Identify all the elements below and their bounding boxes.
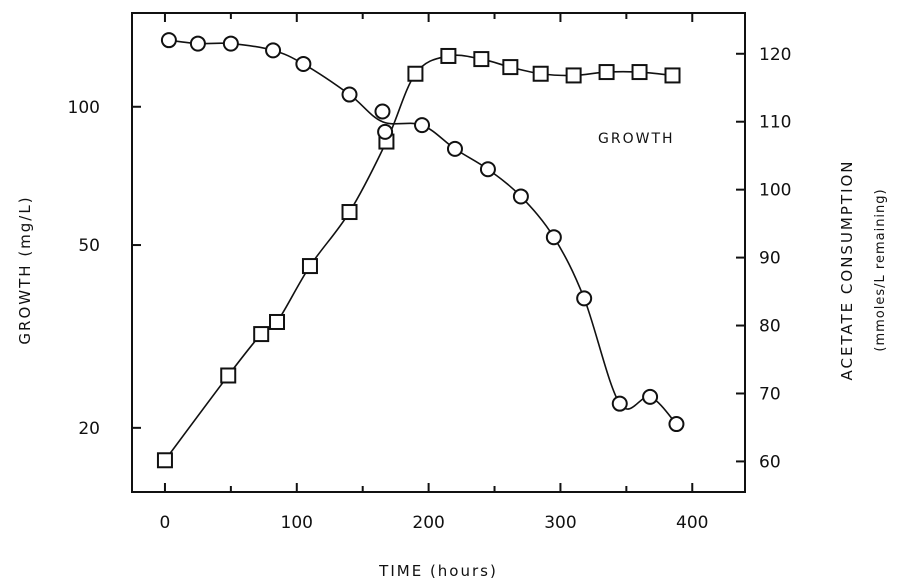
growth-curve	[164, 54, 673, 461]
acetate-point	[611, 395, 628, 412]
right-y-tick-label: 120	[759, 45, 791, 65]
acetate-point	[374, 103, 391, 120]
left-y-axis-title: GROWTH (mg/L)	[16, 195, 34, 344]
acetate-point	[377, 123, 394, 140]
x-tick-label: 400	[676, 513, 708, 533]
growth-point	[502, 59, 519, 76]
acetate-point	[512, 188, 529, 205]
x-tick-label: 300	[544, 513, 576, 533]
right-y-tick-label: 70	[759, 384, 781, 404]
acetate-point	[295, 55, 312, 72]
right-y-tick-label: 60	[759, 452, 781, 472]
acetate-point	[479, 161, 496, 178]
x-tick-label: 200	[412, 513, 444, 533]
right-y-tick-label: 100	[759, 181, 791, 201]
acetate-point	[222, 35, 239, 52]
growth-point	[473, 51, 490, 68]
right-y-axis-title: ACETATE CONSUMPTION	[838, 159, 856, 380]
growth-point	[269, 313, 286, 330]
acetate-point	[414, 117, 431, 134]
acetate-point	[265, 42, 282, 59]
x-tick-label: 0	[160, 513, 171, 533]
acetate-point	[189, 35, 206, 52]
growth-point	[407, 65, 424, 82]
acetate-point	[341, 86, 358, 103]
right-y-tick-label: 90	[759, 249, 781, 269]
growth-point	[631, 64, 648, 81]
acetate-curve	[168, 39, 678, 425]
acetate-point	[668, 416, 685, 433]
acetate-point	[642, 388, 659, 405]
growth-point	[220, 367, 237, 384]
growth-point	[156, 452, 173, 469]
left-y-tick-label: 100	[68, 98, 100, 118]
left-y-tick-label: 50	[78, 236, 100, 256]
left-y-tick-label: 20	[78, 419, 100, 439]
acetate-point	[545, 229, 562, 246]
x-tick-label: 100	[281, 513, 313, 533]
growth-point	[253, 326, 270, 343]
x-axis-title: TIME (hours)	[378, 562, 498, 580]
growth-point	[301, 258, 318, 275]
growth-point	[565, 67, 582, 84]
plot-frame	[131, 12, 746, 493]
growth-annotation: GROWTH	[598, 131, 675, 147]
growth-point	[598, 64, 615, 81]
growth-point	[440, 47, 457, 64]
growth-point	[664, 67, 681, 84]
acetate-point	[160, 32, 177, 49]
acetate-point	[576, 290, 593, 307]
acetate-point	[446, 140, 463, 157]
right-y-axis-subtitle: (mmoles/L remaining)	[873, 188, 888, 351]
growth-point	[532, 65, 549, 82]
right-y-tick-label: 110	[759, 113, 791, 133]
growth-point	[341, 204, 358, 221]
right-y-tick-label: 80	[759, 317, 781, 337]
